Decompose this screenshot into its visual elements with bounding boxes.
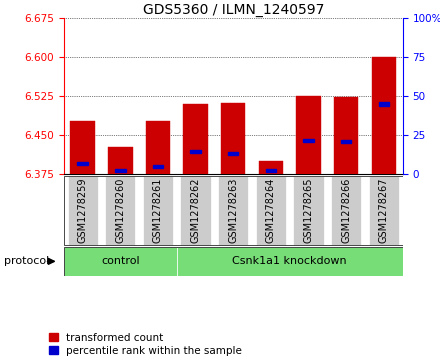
- Bar: [259, 161, 283, 174]
- Text: GSM1278259: GSM1278259: [77, 178, 88, 243]
- Bar: [221, 103, 246, 174]
- Bar: [153, 165, 163, 168]
- Bar: [331, 176, 361, 245]
- Text: GSM1278261: GSM1278261: [153, 178, 163, 243]
- Text: GSM1278262: GSM1278262: [191, 178, 201, 243]
- Text: Csnk1a1 knockdown: Csnk1a1 knockdown: [232, 256, 347, 266]
- Text: protocol: protocol: [4, 256, 50, 266]
- Bar: [334, 97, 358, 174]
- Text: GSM1278264: GSM1278264: [266, 178, 276, 243]
- Legend: transformed count, percentile rank within the sample: transformed count, percentile rank withi…: [49, 333, 242, 356]
- Bar: [183, 104, 208, 174]
- Bar: [70, 121, 95, 174]
- Text: GSM1278260: GSM1278260: [115, 178, 125, 243]
- Text: GSM1278265: GSM1278265: [304, 178, 313, 243]
- Bar: [77, 162, 88, 166]
- Bar: [266, 168, 276, 172]
- Text: GSM1278267: GSM1278267: [379, 178, 389, 243]
- Bar: [105, 176, 136, 245]
- Bar: [228, 152, 238, 155]
- Title: GDS5360 / ILMN_1240597: GDS5360 / ILMN_1240597: [143, 3, 324, 17]
- Text: GSM1278263: GSM1278263: [228, 178, 238, 243]
- Bar: [293, 176, 323, 245]
- Bar: [371, 57, 396, 174]
- Bar: [143, 176, 173, 245]
- Bar: [378, 102, 389, 106]
- Bar: [68, 176, 98, 245]
- Text: GSM1278266: GSM1278266: [341, 178, 351, 243]
- Bar: [115, 168, 125, 172]
- Bar: [296, 96, 321, 174]
- Bar: [180, 176, 211, 245]
- Bar: [341, 140, 352, 143]
- Bar: [256, 176, 286, 245]
- Bar: [218, 176, 248, 245]
- Bar: [146, 121, 170, 174]
- Bar: [369, 176, 399, 245]
- Bar: [64, 247, 177, 276]
- Bar: [177, 247, 403, 276]
- Bar: [190, 150, 201, 154]
- Bar: [303, 139, 314, 142]
- Text: control: control: [101, 256, 139, 266]
- Bar: [108, 147, 132, 174]
